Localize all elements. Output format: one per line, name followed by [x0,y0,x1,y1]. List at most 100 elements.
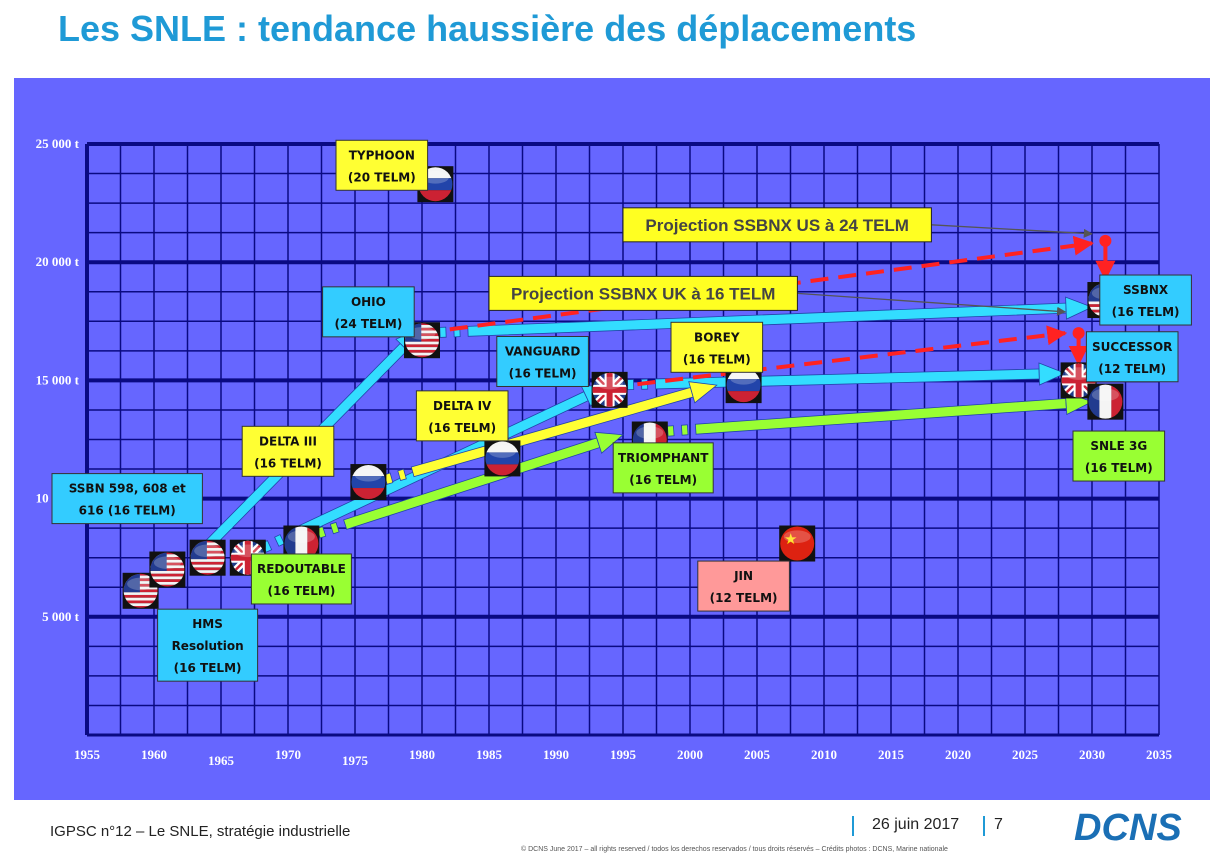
flag-gloss [488,445,516,458]
flag-band [351,488,386,500]
callout-leader [931,224,1093,238]
trend-arrow-head [688,381,718,404]
flag-stripe [150,559,185,563]
flag-stripe [190,545,225,549]
footer-page-number: 7 [994,816,1003,833]
label-box [335,139,429,191]
label-text: DELTA III [259,434,317,448]
flag-gloss [1065,367,1093,380]
submarine-label: DELTA III (16 TELM) [241,425,335,477]
trend-arrow-head [1038,362,1067,386]
flag-stripe [123,609,159,612]
x-tick-label: 2005 [744,747,771,762]
flag-stripe [405,347,439,350]
label-text: (20 TELM) [348,170,416,184]
projection-callout-box [622,207,932,243]
submarine-label: BOREY (16 TELM) [670,321,764,373]
x-tick-label: 2000 [677,747,703,762]
trend-arrow-dash [439,326,447,338]
logo-text: DCNS [1074,807,1182,849]
submarine-label: TYPHOON (20 TELM) [335,139,429,191]
x-tick-label: 1960 [141,747,167,762]
y-tick-label: 20 000 t [36,254,80,269]
submarine-label: VANGUARD (16 TELM) [496,335,589,387]
trend-arrow-body [694,398,1067,435]
flag-stripe [405,323,439,325]
flag-stripe [123,578,158,582]
y-tick-label: 5 000 t [42,609,80,624]
cn-flag-icon: ★ [779,525,816,562]
label-text: (16 TELM) [254,456,322,470]
flag-body: ★ [780,526,815,561]
x-tick-label: 2035 [1146,747,1173,762]
footer-divider [983,816,985,836]
dcns-logo: DCNS [1074,807,1182,849]
flag-band [485,452,520,465]
y-tick-label: 25 000 t [36,136,80,151]
flag-band [655,422,667,457]
submarine-label: DELTA IV (16 TELM) [415,390,509,442]
flag-band [284,526,296,561]
flag-stripe [190,556,225,560]
label-text: JIN [733,569,753,583]
label-text: (16 TELM) [509,366,577,380]
flag-stripe [150,573,185,577]
flag-stripe [405,338,439,342]
label-text: (16 TELM) [174,661,242,675]
trend-arrow-dash [680,424,689,436]
ru-flag-icon [350,464,387,501]
flag-stripe [123,594,158,598]
trend-arrow-head [594,431,624,454]
flag-band [485,464,520,476]
flag-stripe [405,324,439,328]
label-text: SUCCESSOR [1092,340,1172,354]
submarine-label: SNLE 3G (16 TELM) [1072,430,1166,482]
x-tick-label: 2015 [878,747,905,762]
projection-callout-box [488,275,798,311]
x-tick-label: 1970 [275,747,301,762]
x-tick-label: 2020 [945,747,971,762]
label-text: 616 (16 TELM) [79,504,176,518]
flag-stripe [150,554,185,558]
flag-stripe [190,540,225,543]
flag-gloss [127,577,155,591]
trend-arrow-dash [329,521,340,535]
projection-callout-label: Projection SSBNX UK à 16 TELM [511,284,776,303]
flag-stripe [405,327,439,331]
flag-gloss [1091,388,1119,402]
projection-callout-label: Projection SSBNX US à 24 TELM [645,216,909,235]
flag-cross [592,386,627,393]
label-text: SSBN 598, 608 et [69,482,186,496]
label-text: DELTA IV [433,399,492,413]
flag-stripe [150,581,185,585]
label-text: REDOUTABLE [257,562,346,576]
flags: ★ [122,166,1124,612]
flag-band [726,368,761,380]
flag-stripe [150,552,185,555]
label-box [51,473,203,525]
flag-stripe [123,600,158,604]
callout-leader [797,292,1067,316]
x-tick-label: 2025 [1012,747,1039,762]
label-text: SNLE 3G [1090,439,1147,453]
flag-stripe [123,581,158,584]
flag-stripe [405,333,439,337]
flag-gloss [194,544,222,558]
flag-band [1099,384,1112,419]
flag-star: ★ [784,531,797,548]
flag-body [1088,384,1123,419]
flag-gloss [354,468,382,482]
footer-text: IGPSC n°12 – Le SNLE, stratégie industri… [50,823,351,840]
flag-stripe [150,565,185,569]
y-tick-label: 15 000 t [36,372,80,387]
us-flag-icon [189,539,226,576]
flag-stripe [123,589,158,593]
label-text: VANGUARD [505,344,581,358]
flag-stripe [123,573,158,576]
label-box [250,553,352,605]
label-box [322,286,415,338]
x-tick-label: 1965 [208,753,235,768]
submarine-label: SSBNX (16 TELM) [1099,274,1192,326]
flag-stripe [150,576,185,580]
submarine-label: HMS Resolution (16 TELM) [157,608,259,682]
